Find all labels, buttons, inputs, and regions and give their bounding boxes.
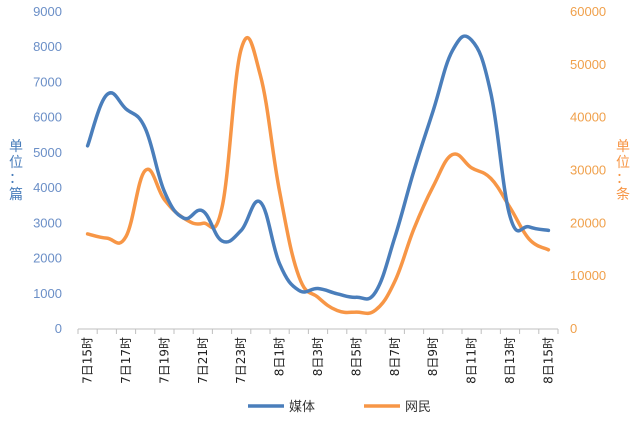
series-line-media: [85, 34, 551, 301]
right-y-tick-label: 60000: [570, 4, 606, 19]
x-tick-label: 8日1时: [273, 337, 287, 376]
right-y-tick-label: 50000: [570, 57, 606, 72]
x-tick-label: 8日15时: [541, 337, 555, 384]
left-y-tick-label: 8000: [33, 39, 62, 54]
left-axis-title: 单位：篇: [9, 139, 23, 203]
series-line-netizens: [85, 35, 551, 316]
legend-label: 网民: [405, 400, 431, 415]
left-y-tick-label: 1000: [33, 286, 62, 301]
x-tick-label: 7日19时: [157, 337, 171, 384]
left-y-tick-label: 5000: [33, 145, 62, 160]
left-y-tick-label: 3000: [33, 215, 62, 230]
left-y-tick-label: 4000: [33, 180, 62, 195]
right-y-tick-label: 10000: [570, 268, 606, 283]
left-y-tick-label: 7000: [33, 74, 62, 89]
x-tick-label: 8日7时: [388, 337, 402, 376]
x-tick-label: 7日15时: [81, 337, 95, 384]
x-tick-label: 7日21时: [196, 337, 210, 384]
right-y-tick-label: 40000: [570, 110, 606, 125]
left-y-tick-label: 6000: [33, 110, 62, 125]
left-y-tick-label: 9000: [33, 4, 62, 19]
x-tick-label: 8日11时: [465, 337, 479, 384]
x-tick-label: 8日9时: [426, 337, 440, 376]
x-tick-label: 8日13时: [503, 337, 517, 384]
left-y-tick-label: 0: [55, 321, 62, 336]
legend-label: 媒体: [289, 400, 315, 415]
x-tick-label: 7日17时: [119, 337, 133, 384]
x-tick-label: 7日23时: [234, 337, 248, 384]
right-y-tick-label: 0: [570, 321, 577, 336]
right-y-tick-label: 20000: [570, 215, 606, 230]
left-y-tick-label: 2000: [33, 251, 62, 266]
right-y-tick-label: 30000: [570, 163, 606, 178]
x-tick-label: 8日5时: [349, 337, 363, 376]
x-tick-label: 8日3时: [311, 337, 325, 376]
right-axis-title: 单位：条: [616, 139, 630, 203]
